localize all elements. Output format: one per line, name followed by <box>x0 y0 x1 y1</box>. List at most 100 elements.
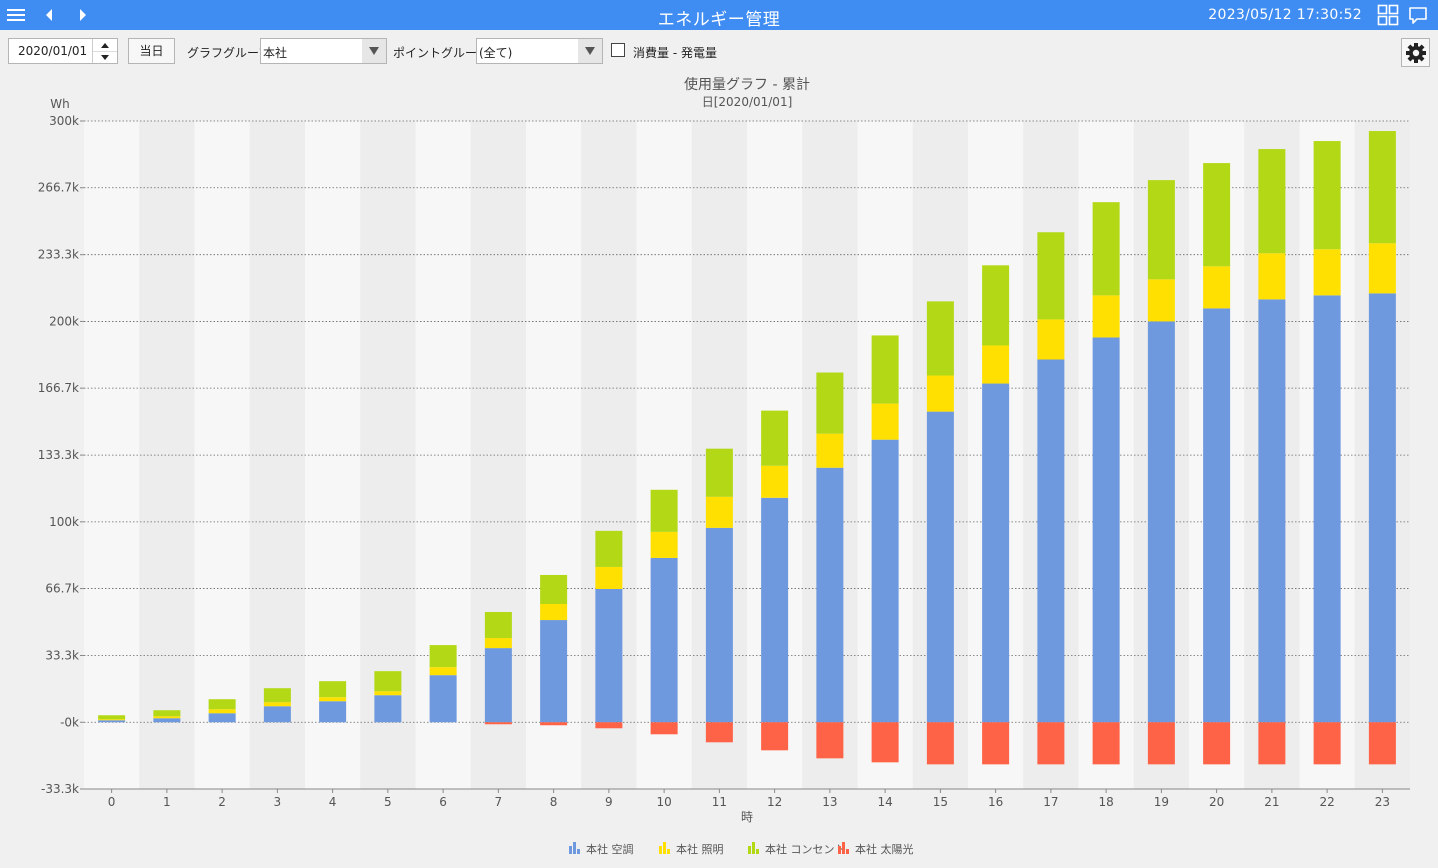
bar-segment <box>1313 249 1341 296</box>
x-tick-label: 12 <box>767 795 782 809</box>
today-button[interactable]: 当日 <box>128 38 175 64</box>
date-value: 2020/01/01 <box>18 44 88 58</box>
x-tick-label: 11 <box>712 795 727 809</box>
bar-segment <box>1368 131 1396 244</box>
legend-item: 本社 太陽光 <box>838 842 914 856</box>
bar-segment <box>540 574 568 605</box>
y-tick-label: 133.3k <box>38 448 79 462</box>
x-tick-label: 16 <box>988 795 1003 809</box>
legend-swatch <box>659 846 662 854</box>
bar-segment <box>1203 722 1231 765</box>
legend-label: 本社 太陽光 <box>855 842 914 856</box>
bar-segment <box>650 531 678 558</box>
consumption-minus-generation-checkbox[interactable] <box>611 43 625 57</box>
bar-segment <box>484 612 512 639</box>
gear-icon <box>1405 42 1426 63</box>
bar-segment <box>263 706 291 723</box>
message-button[interactable] <box>1406 0 1430 30</box>
bar-segment <box>208 709 236 714</box>
bar-segment <box>761 722 789 751</box>
x-tick-label: 4 <box>329 795 337 809</box>
bar-segment <box>1313 722 1341 765</box>
bar-segment <box>429 675 457 723</box>
legend-item: 本社 コンセント <box>748 842 846 856</box>
legend-swatch <box>569 846 572 854</box>
x-tick-label: 3 <box>274 795 282 809</box>
bar-segment <box>1258 722 1286 765</box>
x-tick-label: 5 <box>384 795 392 809</box>
column-band <box>194 121 250 789</box>
legend-swatch <box>838 846 841 854</box>
bar-segment <box>595 566 623 589</box>
caret-up-icon <box>101 42 109 48</box>
bar-segment <box>650 489 678 532</box>
bar-segment <box>1092 722 1120 765</box>
bar-segment <box>650 722 678 735</box>
date-increment-button[interactable] <box>93 39 117 52</box>
bar-segment <box>319 681 347 698</box>
bar-segment <box>319 701 347 723</box>
bar-segment <box>982 383 1010 723</box>
forward-button[interactable] <box>74 0 92 30</box>
legend-swatch <box>842 842 845 854</box>
bar-segment <box>595 588 623 723</box>
bar-segment <box>871 439 899 723</box>
bar-segment <box>1037 722 1065 765</box>
bar-segment <box>484 638 512 649</box>
y-tick-label: 166.7k <box>38 381 79 395</box>
x-tick-label: 7 <box>495 795 503 809</box>
y-tick-label: 300k <box>49 114 79 128</box>
hamburger-menu-icon <box>7 9 25 21</box>
legend-swatch <box>752 842 755 854</box>
graph-group-label: グラフグループ: <box>187 46 275 60</box>
y-tick-label: 100k <box>49 515 79 529</box>
bar-segment <box>208 713 236 723</box>
bar-segment <box>926 411 954 723</box>
x-tick-label: 18 <box>1098 795 1113 809</box>
grid-icon <box>1377 4 1399 26</box>
legend-swatch <box>573 842 576 854</box>
bar-segment <box>263 688 291 703</box>
bar-segment <box>484 722 512 725</box>
bar-segment <box>871 403 899 440</box>
x-tick-label: 1 <box>163 795 171 809</box>
speech-bubble-icon <box>1409 7 1427 24</box>
checkbox-label: 消費量 - 発電量 <box>633 46 717 60</box>
x-tick-label: 20 <box>1209 795 1224 809</box>
bar-segment <box>982 265 1010 346</box>
x-tick-label: 2 <box>218 795 226 809</box>
chart-legend: 本社 空調 本社 照明 本社 コンセント 本社 太陽光 <box>569 842 914 856</box>
x-tick-label: 23 <box>1375 795 1390 809</box>
x-tick-label: 10 <box>656 795 671 809</box>
bar-segment <box>1092 295 1120 338</box>
settings-button[interactable] <box>1401 38 1430 67</box>
layout-button[interactable] <box>1376 0 1400 30</box>
bar-segment <box>540 722 568 726</box>
dropdown-arrow <box>362 39 386 63</box>
x-tick-label: 22 <box>1319 795 1334 809</box>
bar-segment <box>98 719 126 721</box>
date-decrement-button[interactable] <box>93 51 117 63</box>
date-input[interactable]: 2020/01/01 <box>8 38 118 64</box>
bar-segment <box>1092 337 1120 723</box>
bar-segment <box>926 375 954 412</box>
bar-segment <box>374 671 402 692</box>
point-group-select[interactable]: (全て) <box>476 38 603 64</box>
back-button[interactable] <box>40 0 58 30</box>
x-tick-label: 8 <box>550 795 558 809</box>
bar-segment <box>319 697 347 702</box>
bar-segment <box>484 648 512 723</box>
y-tick-label: 66.7k <box>45 582 79 596</box>
legend-item: 本社 照明 <box>659 842 724 856</box>
bar-segment <box>1258 253 1286 300</box>
bar-segment <box>1203 163 1231 267</box>
menu-button[interactable] <box>4 0 28 30</box>
bar-segment <box>1313 141 1341 250</box>
x-tick-label: 13 <box>822 795 837 809</box>
bar-segment <box>1147 279 1175 322</box>
bar-segment <box>1258 149 1286 254</box>
bar-segment <box>926 722 954 765</box>
graph-group-select[interactable]: 本社 <box>260 38 387 64</box>
bar-segment <box>374 695 402 723</box>
bar-segment <box>153 716 181 719</box>
